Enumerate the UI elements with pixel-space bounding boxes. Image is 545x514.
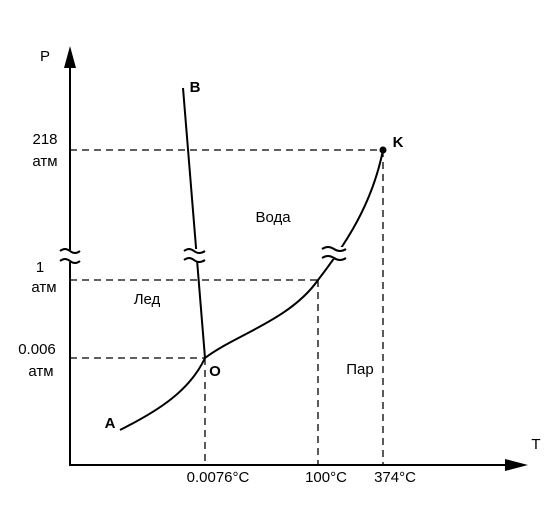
point-label: O (209, 363, 221, 380)
tick-label: 374°C (374, 469, 416, 486)
x-label: T (531, 436, 540, 453)
point-label: K (393, 134, 404, 151)
sublimation-curve (119, 357, 206, 431)
region-label: Пар (346, 361, 373, 378)
critical-point (379, 146, 387, 154)
point-label: B (190, 79, 201, 96)
y-arrow (64, 46, 76, 68)
curve-break (183, 248, 206, 263)
curve-break (321, 246, 347, 261)
tick-label: 100°C (305, 469, 347, 486)
tick-unit: атм (28, 363, 53, 380)
tick-label: 0.006 (18, 341, 56, 358)
melting-curve (182, 87, 206, 359)
tick-label: 1 (36, 259, 44, 276)
guide-lines (70, 149, 384, 465)
y-label: P (40, 48, 50, 65)
tick-unit: атм (32, 153, 57, 170)
tick-unit: атм (31, 279, 56, 296)
region-label: Вода (255, 209, 291, 226)
region-label: Лед (134, 291, 161, 308)
point-label: A (105, 415, 116, 432)
axis-break (59, 248, 81, 264)
tick-label: 218 (32, 131, 57, 148)
vaporization-curve (204, 149, 384, 359)
x-arrow (505, 459, 528, 471)
tick-label: 0.0076°C (187, 469, 250, 486)
